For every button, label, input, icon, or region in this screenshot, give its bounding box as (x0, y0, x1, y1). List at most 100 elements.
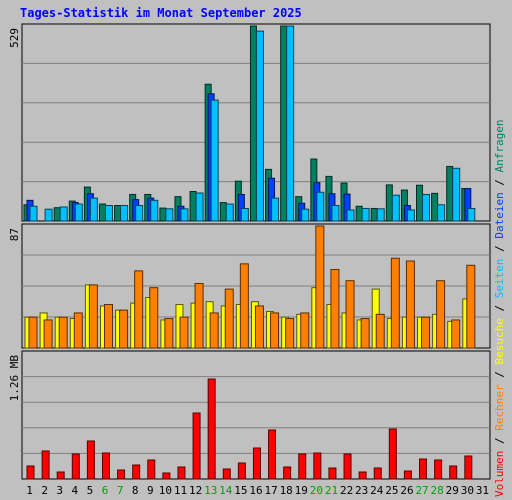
bar-seiten-day-9 (150, 199, 159, 222)
bar-volumen-day-25 (388, 428, 397, 480)
bar-volumen-day-14 (222, 468, 231, 480)
x-tick-label-day-31: 31 (476, 484, 489, 497)
bar-seiten-day-10 (165, 208, 174, 222)
bar-seiten-day-5 (89, 197, 98, 222)
bar-rechner-day-8 (134, 270, 144, 349)
bar-rechner-day-5 (88, 284, 98, 349)
bar-seiten-day-11 (180, 208, 189, 222)
bar-rechner-day-15 (239, 263, 249, 349)
bar-anfragen-day-16 (249, 25, 257, 222)
bar-volumen-day-18 (283, 466, 292, 480)
bar-volumen-day-30 (464, 455, 473, 480)
bar-seiten-day-15 (240, 207, 249, 222)
x-tick-label-day-8: 8 (132, 484, 139, 497)
bar-seiten-day-6 (104, 205, 113, 222)
chart-title: Tages-Statistik im Monat September 2025 (20, 6, 302, 20)
bar-volumen-day-5 (86, 440, 95, 480)
legend-item-volumen: Volumen (493, 451, 506, 497)
x-tick-label-day-6: 6 (102, 484, 109, 497)
bar-seiten-day-4 (74, 203, 83, 222)
bar-seiten-day-7 (120, 205, 129, 222)
bar-anfragen-day-23 (355, 205, 363, 222)
x-tick-label-day-28: 28 (431, 484, 444, 497)
bar-volumen-day-13 (207, 378, 216, 480)
bar-volumen-day-2 (41, 450, 50, 480)
x-tick-label-day-17: 17 (264, 484, 277, 497)
bar-volumen-day-4 (71, 453, 80, 480)
x-tick-label-day-15: 15 (234, 484, 247, 497)
bar-seiten-day-18 (286, 25, 295, 222)
bar-seiten-day-12 (195, 192, 204, 222)
bar-seiten-day-25 (391, 194, 400, 222)
x-tick-label-day-9: 9 (147, 484, 154, 497)
bar-rechner-day-3 (58, 316, 68, 349)
x-tick-label-day-13: 13 (204, 484, 217, 497)
bar-rechner-day-2 (43, 319, 53, 349)
bar-rechner-day-17 (270, 312, 280, 349)
bar-anfragen-day-12 (189, 191, 197, 222)
legend-separator: / (493, 365, 506, 385)
bar-rechner-day-7 (119, 309, 129, 349)
x-tick-label-day-7: 7 (117, 484, 124, 497)
bar-rechner-day-24 (375, 313, 385, 349)
bar-rechner-day-29 (451, 319, 461, 349)
bar-anfragen-day-25 (385, 184, 393, 222)
legend-separator: / (493, 172, 506, 192)
bar-anfragen-day-29 (446, 165, 454, 222)
bar-volumen-day-27 (419, 458, 428, 480)
visits-panel-y-label: 87 (8, 228, 21, 241)
x-tick-label-day-16: 16 (249, 484, 262, 497)
bar-volumen-day-26 (403, 470, 412, 480)
bar-rechner-day-14 (224, 288, 234, 349)
bar-rechner-day-10 (164, 318, 174, 349)
bar-seiten-day-8 (135, 205, 144, 222)
bar-seiten-day-3 (59, 206, 68, 222)
x-tick-label-day-26: 26 (400, 484, 413, 497)
bar-seiten-day-14 (225, 203, 234, 222)
volume-panel-y-label: 1.26 MB (8, 355, 21, 402)
bar-seiten-day-23 (361, 207, 370, 222)
bar-seiten-day-16 (255, 30, 264, 222)
x-tick-label-day-4: 4 (72, 484, 79, 497)
bar-volumen-day-11 (177, 466, 186, 480)
bar-rechner-day-13 (209, 312, 219, 349)
bar-rechner-day-26 (405, 260, 415, 349)
bar-seiten-day-21 (331, 205, 340, 222)
bar-volumen-day-19 (298, 453, 307, 480)
x-tick-label-day-27: 27 (415, 484, 428, 497)
x-tick-label-day-5: 5 (87, 484, 94, 497)
bar-anfragen-day-27 (416, 184, 424, 222)
x-tick-label-day-20: 20 (310, 484, 323, 497)
bar-seiten-day-2 (44, 208, 53, 222)
legend: Volumen / Rechner / Besuche / Seiten / D… (493, 119, 506, 497)
x-tick-label-day-18: 18 (280, 484, 293, 497)
bar-seiten-day-1 (29, 205, 38, 222)
bar-rechner-day-22 (345, 280, 355, 349)
bar-seiten-day-13 (210, 99, 219, 222)
bar-rechner-day-4 (73, 312, 83, 349)
bar-volumen-day-7 (117, 469, 126, 480)
x-tick-label-day-22: 22 (340, 484, 353, 497)
bar-volumen-day-12 (192, 412, 201, 480)
bar-seiten-day-28 (437, 204, 446, 222)
bar-seiten-day-26 (406, 209, 415, 222)
x-tick-label-day-11: 11 (174, 484, 187, 497)
bar-rechner-day-9 (149, 287, 159, 349)
bar-volumen-day-23 (358, 471, 367, 480)
bar-rechner-day-23 (360, 318, 370, 349)
bar-volumen-day-3 (56, 471, 65, 480)
bar-volumen-day-24 (373, 467, 382, 480)
legend-item-rechner: Rechner (493, 384, 506, 431)
bar-seiten-day-27 (422, 193, 431, 222)
bar-anfragen-day-10 (159, 207, 167, 222)
bar-seiten-day-22 (346, 209, 355, 222)
bar-rechner-day-6 (103, 304, 113, 349)
bar-anfragen-day-7 (114, 205, 122, 222)
bar-anfragen-day-28 (431, 192, 439, 222)
bar-volumen-day-16 (252, 447, 261, 480)
bar-seiten-day-20 (316, 191, 325, 222)
legend-separator: / (493, 298, 506, 318)
bar-anfragen-day-18 (280, 25, 288, 222)
bar-rechner-day-28 (436, 280, 446, 349)
